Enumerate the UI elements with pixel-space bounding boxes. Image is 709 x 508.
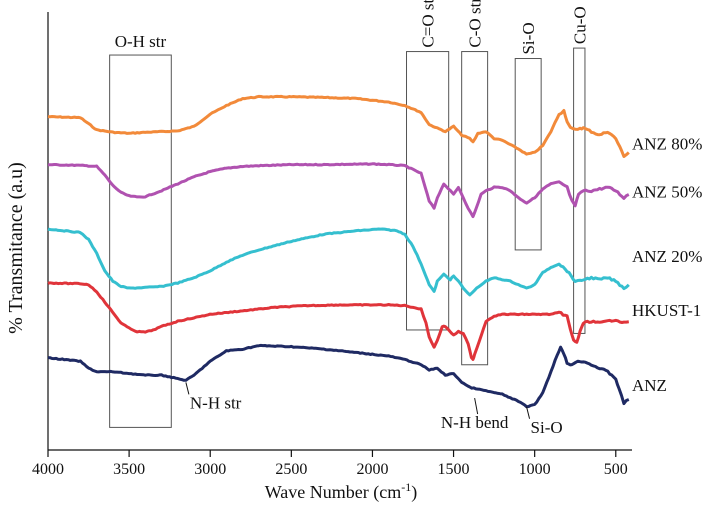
x-tick-label: 1500 [438,461,470,478]
x-tick-label: 3500 [113,461,145,478]
annotation-leader [526,406,531,419]
series-label: ANZ [632,376,667,395]
x-tick-label: 2000 [356,461,388,478]
y-axis-title: % Transmitance (a.u) [5,162,27,334]
x-tick-label: 500 [604,461,628,478]
legend: ANZ 80% ANZ 50% ANZ 20% HKUST-1 ANZ [632,135,702,395]
series-label: ANZ 50% [632,183,702,202]
series-label: ANZ 80% [632,135,702,154]
region-label: O-H str [115,32,167,51]
region-label: C=O str [419,0,438,48]
annotation-label: N-H bend [441,413,509,432]
region-box [514,58,542,251]
annotation-leader [474,397,479,415]
series-line [47,162,630,219]
region-box [109,54,172,428]
x-tick-label: 2500 [275,461,307,478]
series-label: HKUST-1 [632,301,701,320]
region-box [461,51,489,366]
region-boxes: O-H str C=O str C-O str Si-O Cu-O [109,0,589,428]
annotations: N-H str N-H bend Si-O [185,382,563,437]
x-ticks: 4000 3500 3000 2500 2000 1500 1000 500 [32,450,628,478]
series-label: ANZ 20% [632,247,702,266]
series-line [47,227,630,297]
annotation-label: N-H str [190,393,242,412]
series-line [47,343,630,409]
annotation-leader [185,382,190,395]
region-label: Cu-O [570,6,589,44]
series-line [47,94,630,158]
annotation-label: Si-O [531,418,563,437]
series-line [47,281,629,361]
region-label: Si-O [519,22,538,54]
region-label: C-O str [466,0,485,48]
x-tick-label: 1000 [519,461,551,478]
x-tick-label: 3000 [194,461,226,478]
series-lines [47,94,630,409]
x-axis-title: Wave Number (cm-1) [265,480,418,503]
x-tick-label: 4000 [32,461,64,478]
